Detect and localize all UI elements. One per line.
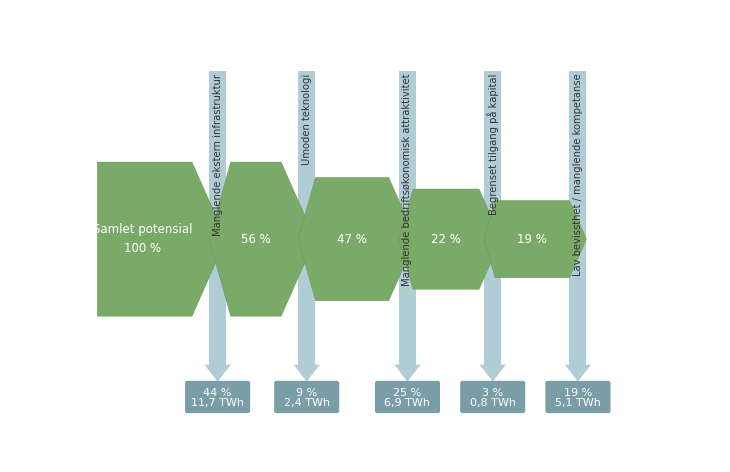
- Polygon shape: [293, 365, 320, 381]
- Bar: [209, 352, 226, 365]
- Text: 19 %: 19 %: [564, 388, 592, 398]
- Text: Umoden teknologi: Umoden teknologi: [301, 74, 312, 165]
- FancyBboxPatch shape: [460, 381, 526, 413]
- Text: Samlet potensial: Samlet potensial: [93, 223, 193, 236]
- Text: 56 %: 56 %: [241, 233, 271, 245]
- Bar: [399, 70, 416, 352]
- Text: 3 %: 3 %: [482, 388, 503, 398]
- Polygon shape: [204, 365, 231, 381]
- Text: 11,7 TWh: 11,7 TWh: [191, 397, 244, 407]
- Text: 2,4 TWh: 2,4 TWh: [284, 397, 330, 407]
- Polygon shape: [394, 365, 420, 381]
- FancyBboxPatch shape: [545, 381, 610, 413]
- Bar: [569, 70, 586, 352]
- FancyBboxPatch shape: [274, 381, 339, 413]
- Text: 9 %: 9 %: [296, 388, 318, 398]
- FancyBboxPatch shape: [375, 381, 440, 413]
- Text: 22 %: 22 %: [431, 233, 461, 245]
- Text: 5,1 TWh: 5,1 TWh: [555, 397, 601, 407]
- Bar: [209, 70, 226, 352]
- Text: Lav bevissthet / manglende kompetanse: Lav bevissthet / manglende kompetanse: [573, 74, 583, 276]
- Text: Manglende bedriftsøkonomisk attraktivitet: Manglende bedriftsøkonomisk attraktivite…: [402, 74, 412, 286]
- Bar: [298, 352, 315, 365]
- Bar: [569, 352, 586, 365]
- FancyBboxPatch shape: [185, 381, 250, 413]
- Text: Begrenset tilgang på kapital: Begrenset tilgang på kapital: [487, 74, 499, 215]
- Text: 44 %: 44 %: [204, 388, 231, 398]
- Text: 19 %: 19 %: [518, 233, 548, 245]
- Bar: [399, 352, 416, 365]
- Text: 100 %: 100 %: [124, 242, 161, 255]
- Text: Manglende ekstern infrastruktur: Manglende ekstern infrastruktur: [212, 74, 223, 236]
- Bar: [484, 70, 502, 352]
- Polygon shape: [484, 201, 586, 278]
- Polygon shape: [97, 162, 226, 316]
- Polygon shape: [399, 189, 502, 289]
- Text: 47 %: 47 %: [337, 233, 367, 245]
- Bar: [298, 70, 315, 352]
- Polygon shape: [298, 177, 416, 301]
- Bar: [484, 352, 502, 365]
- Polygon shape: [565, 365, 591, 381]
- Polygon shape: [480, 365, 506, 381]
- Text: 25 %: 25 %: [393, 388, 422, 398]
- Polygon shape: [209, 162, 315, 316]
- Text: 6,9 TWh: 6,9 TWh: [385, 397, 431, 407]
- Text: 0,8 TWh: 0,8 TWh: [469, 397, 515, 407]
